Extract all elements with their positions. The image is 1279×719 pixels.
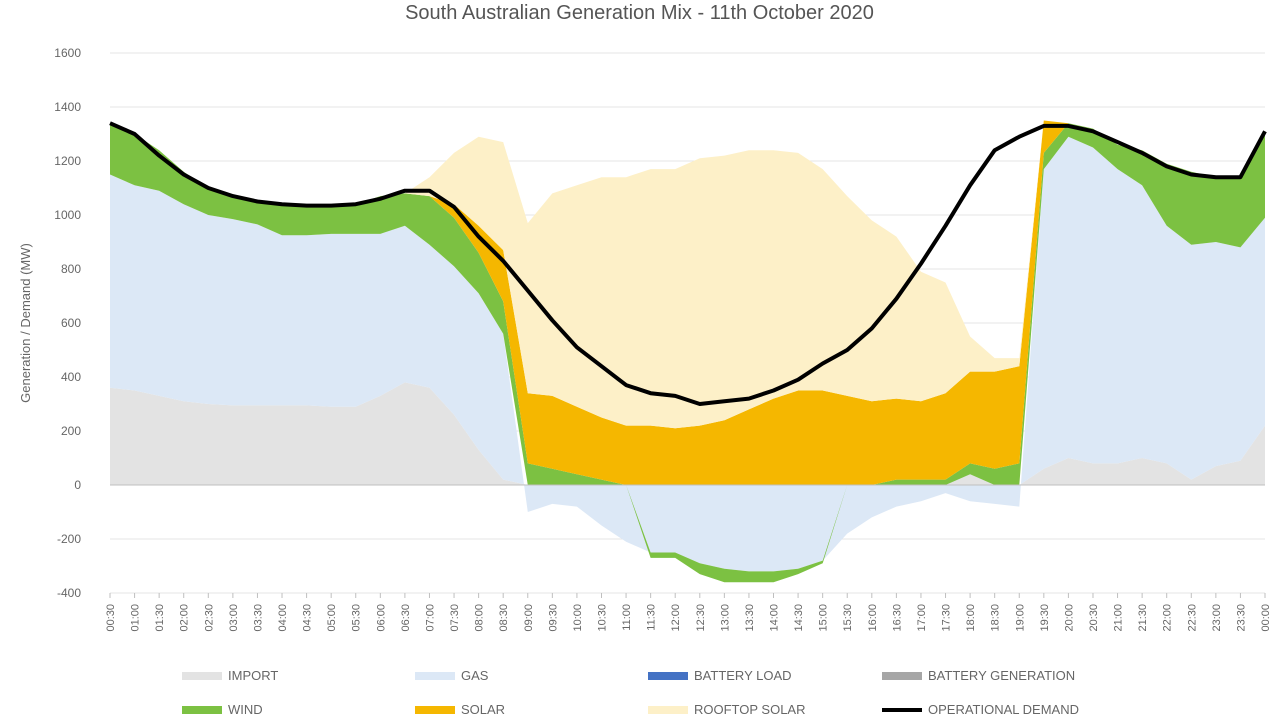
legend-swatch xyxy=(182,705,222,714)
x-tick-label: 23:00 xyxy=(1211,604,1223,632)
x-tick-label: 12:00 xyxy=(670,604,682,632)
legend-swatch xyxy=(415,705,455,714)
x-tick-label: 21:30 xyxy=(1137,604,1149,632)
x-tick-label: 02:00 xyxy=(179,604,191,632)
x-tick-label: 06:00 xyxy=(375,604,387,632)
x-tick-label: 19:30 xyxy=(1039,604,1051,632)
legend-label: IMPORT xyxy=(228,668,279,683)
x-tick-label: 01:30 xyxy=(154,604,166,632)
area-solar xyxy=(110,120,1265,485)
legend-item-wind: WIND xyxy=(182,702,263,717)
legend-label: WIND xyxy=(228,702,263,717)
x-tick-label: 03:30 xyxy=(252,604,264,632)
x-tick-label: 17:30 xyxy=(941,604,953,632)
x-tick-label: 05:00 xyxy=(326,604,338,632)
x-tick-label: 21:00 xyxy=(1113,604,1125,632)
y-tick-label: 1600 xyxy=(54,46,81,60)
x-tick-label: 04:30 xyxy=(302,604,314,632)
x-tick-label: 09:30 xyxy=(547,604,559,632)
x-tick-label: 16:00 xyxy=(867,604,879,632)
legend-label: OPERATIONAL DEMAND xyxy=(928,702,1079,717)
legend-label: BATTERY GENERATION xyxy=(928,668,1076,683)
y-axis-label: Generation / Demand (MW) xyxy=(18,243,33,403)
x-tick-label: 02:30 xyxy=(203,604,215,632)
x-tick-label: 19:00 xyxy=(1014,604,1026,632)
legend-item-solar: SOLAR xyxy=(415,702,505,717)
x-tick-label: 13:30 xyxy=(744,604,756,632)
legend-swatch xyxy=(648,705,688,714)
legend-item-rooftop-solar: ROOFTOP SOLAR xyxy=(648,702,806,717)
x-tick-label: 10:30 xyxy=(596,604,608,632)
x-tick-label: 08:30 xyxy=(498,604,510,632)
x-tick-label: 17:00 xyxy=(916,604,928,632)
y-tick-label: -400 xyxy=(57,586,81,600)
x-tick-label: 22:30 xyxy=(1186,604,1198,632)
x-tick-label: 03:00 xyxy=(228,604,240,632)
x-tick-label: 13:00 xyxy=(719,604,731,632)
x-tick-label: 07:00 xyxy=(424,604,436,632)
x-tick-label: 14:30 xyxy=(793,604,805,632)
area-rooftop-solar xyxy=(110,120,1265,429)
legend-label: SOLAR xyxy=(461,702,506,717)
legend-label: GAS xyxy=(461,668,489,683)
legend-label: BATTERY LOAD xyxy=(694,668,792,683)
y-tick-label: 1400 xyxy=(54,100,81,114)
chart-title: South Australian Generation Mix - 11th O… xyxy=(405,2,874,24)
legend-swatch xyxy=(882,671,922,680)
y-tick-label: 1000 xyxy=(54,208,81,222)
x-tick-label: 04:00 xyxy=(277,604,289,632)
legend-item-import: IMPORT xyxy=(182,668,278,683)
y-tick-label: 200 xyxy=(61,424,81,438)
y-tick-label: 600 xyxy=(61,316,81,330)
y-tick-label: 400 xyxy=(61,370,81,384)
operational-demand-line xyxy=(109,121,1267,406)
x-tick-label: 11:30 xyxy=(646,604,658,631)
x-tick-label: 18:00 xyxy=(965,604,977,632)
x-tick-label: 20:30 xyxy=(1088,604,1100,632)
x-tick-label: 08:00 xyxy=(474,604,486,632)
legend-swatch xyxy=(415,671,455,680)
x-tick-label: 01:00 xyxy=(130,604,142,632)
legend-label: ROOFTOP SOLAR xyxy=(694,702,806,717)
x-tick-label: 23:30 xyxy=(1235,604,1247,632)
legend-swatch xyxy=(648,671,688,680)
legend-item-battery-generation: BATTERY GENERATION xyxy=(882,668,1075,683)
x-tick-label: 16:30 xyxy=(891,604,903,632)
x-tick-label: 20:00 xyxy=(1063,604,1075,632)
x-tick-label: 07:30 xyxy=(449,604,461,632)
x-tick-label: 05:30 xyxy=(351,604,363,632)
legend-item-gas: GAS xyxy=(415,668,488,683)
y-tick-label: 800 xyxy=(61,262,81,276)
x-tick-label: 06:30 xyxy=(400,604,412,632)
x-tick-label: 10:00 xyxy=(572,604,584,632)
legend-item-battery-load: BATTERY LOAD xyxy=(648,668,792,683)
x-tick-label: 11:00 xyxy=(621,604,633,631)
y-tick-label: -200 xyxy=(57,532,81,546)
area-gas xyxy=(110,136,1265,572)
legend-swatch xyxy=(882,707,922,712)
x-tick-label: 22:00 xyxy=(1162,604,1174,632)
x-tick-label: 12:30 xyxy=(695,604,707,632)
x-tick-label: 15:00 xyxy=(818,604,830,632)
area-wind xyxy=(110,123,1265,583)
x-tick-label: 15:30 xyxy=(842,604,854,632)
x-tick-label: 14:00 xyxy=(769,604,781,632)
y-tick-label: 0 xyxy=(74,478,81,492)
x-tick-label: 18:30 xyxy=(990,604,1002,632)
legend-swatch xyxy=(182,671,222,680)
x-tick-label: 09:00 xyxy=(523,604,535,632)
x-tick-label: 00:00 xyxy=(1260,604,1272,632)
y-tick-label: 1200 xyxy=(54,154,81,168)
area-import xyxy=(110,382,1265,485)
legend-item-operational-demand: OPERATIONAL DEMAND xyxy=(882,702,1079,717)
x-tick-label: 00:30 xyxy=(105,604,117,632)
